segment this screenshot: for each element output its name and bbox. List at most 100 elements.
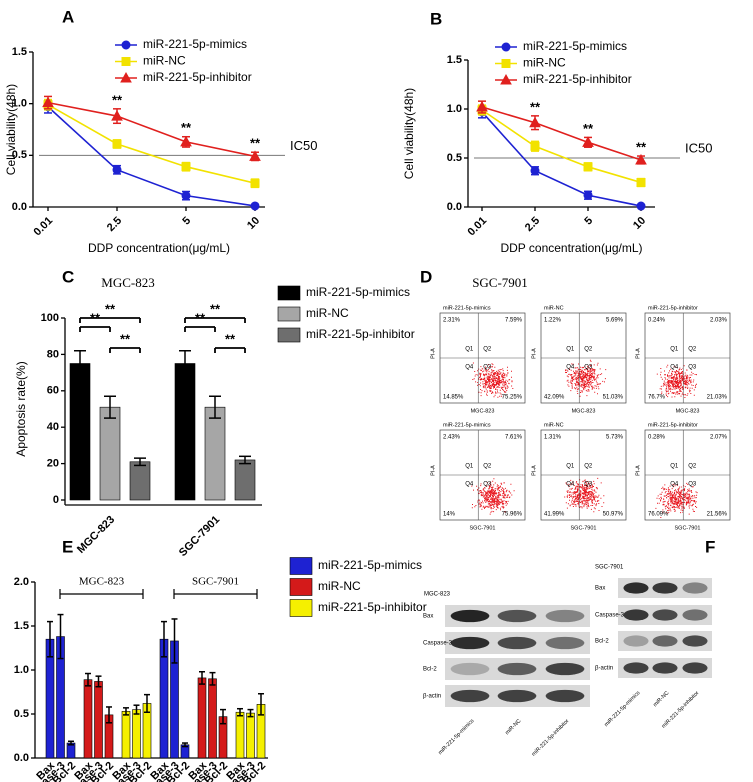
quadrant-name: Q1 [465,347,474,353]
plot-y-label: PI-A [531,348,537,359]
significance: ** [195,310,206,325]
significance: ** [120,331,131,346]
plot-x-label: SGC-7901 [675,525,701,531]
x-tick-label: SGC-7901 [177,514,222,559]
blot-band [497,636,537,650]
bar [83,679,93,759]
blot-title: SGC-7901 [595,565,624,571]
quadrant-percent: 2.43% [443,435,461,441]
legend-swatch [277,285,301,301]
x-tick-label: 2.5 [105,215,124,234]
plot-name: miR-NC [544,305,564,311]
y-tick-label: 0.5 [14,708,29,720]
significance: ** [105,301,116,316]
quadrant-name: Q2 [483,464,492,470]
panel-label: A [62,7,74,26]
x-axis-label: DDP concentration(μg/mL) [88,241,230,255]
x-tick-label: 0.01 [32,215,56,239]
event-dots [565,359,607,397]
quadrant-percent: 41.99% [544,512,565,518]
legend-label: miR-221-5p-inhibitor [306,327,415,341]
marker [112,139,122,149]
series-line [481,109,642,184]
blot-row-label: Bcl-2 [595,639,609,645]
quadrant-percent: 51.03% [603,395,624,401]
marker [501,42,511,52]
y-axis-label: Cell viability(48h) [402,88,416,179]
x-tick-label: 5 [582,215,595,228]
y-tick-label: 1.5 [447,54,462,66]
bar [204,406,226,501]
blot-row-label: Caspase-3 [423,641,453,647]
y-axis-label: Cell viability(48h) [4,84,18,175]
blot-row-label: β-actin [595,666,613,672]
significance: ** [210,301,221,316]
blot-title: MGC-823 [424,592,451,598]
marker [583,162,593,172]
quadrant-name: Q3 [584,365,593,371]
quadrant-name: Q3 [688,482,697,488]
bar [246,712,255,759]
marker [582,136,594,147]
marker [635,153,647,165]
legend-label: miR-NC [306,306,349,320]
quadrant-name: Q1 [465,464,474,470]
quadrant-name: Q3 [688,365,697,371]
marker [121,57,131,66]
marker [180,135,192,147]
significance: ** [225,331,236,346]
significance: ** [250,136,261,151]
marker [530,166,540,176]
blot-band [623,609,649,621]
legend-label: miR-NC [318,579,361,593]
legend-label: miR-NC [143,54,186,68]
quadrant-percent: 76.7% [648,395,666,401]
y-tick-label: 0.0 [14,752,29,764]
significance: ** [530,99,541,114]
panel-label: B [430,9,442,28]
plot-name: miR-NC [544,422,564,428]
quadrant-name: Q2 [483,347,492,353]
y-tick-label: 40 [47,421,59,433]
bar [234,459,256,501]
blot-band [545,689,585,703]
marker [120,71,132,83]
significance: ** [181,120,192,135]
plot-x-label: MGC-823 [676,408,700,414]
reference-label: IC50 [685,140,712,155]
chart-title: MGC-823 [101,275,154,290]
plot-name: miR-221-5p-mimics [443,305,491,311]
blot-lane-label: miR-221-5p-mimics [603,690,641,728]
y-tick-label: 60 [47,385,59,397]
bar [197,677,207,759]
blot-band [450,662,490,676]
quadrant-name: Q3 [584,482,593,488]
quadrant-percent: 0.28% [648,435,666,441]
blot-band [652,609,678,621]
bar [121,711,131,759]
quadrant-name: Q1 [670,464,679,470]
quadrant-name: Q1 [670,347,679,353]
blot-row-label: Bcl-2 [423,667,437,673]
blot-band [623,635,649,647]
marker [121,40,131,50]
x-tick-label: 5 [180,215,193,228]
y-tick-label: 0 [53,494,59,506]
marker [529,116,541,128]
plot-x-label: SGC-7901 [470,525,496,531]
quadrant-name: Q2 [688,464,697,470]
blot-band [545,662,585,676]
marker [500,73,512,85]
legend-swatch [289,557,313,575]
blot-lane-label: miR-221-5p-inhibitor [531,718,571,758]
significance: ** [112,92,123,107]
legend-swatch [289,578,313,596]
blot-band [623,582,649,594]
legend-label: miR-221-5p-inhibitor [143,70,252,84]
legend-swatch [277,327,301,343]
plot-y-label: PI-A [531,465,537,476]
blot-band [652,662,678,674]
series-line [481,106,642,161]
blot-band [450,689,490,703]
blot-lane-label: miR-NC [652,690,670,708]
